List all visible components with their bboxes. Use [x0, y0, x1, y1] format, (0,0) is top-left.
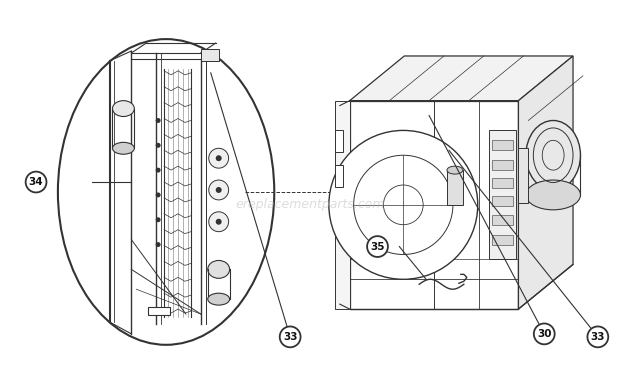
Circle shape: [156, 143, 161, 148]
Circle shape: [534, 323, 555, 344]
Circle shape: [216, 219, 222, 225]
Circle shape: [216, 155, 222, 161]
Text: ereplacementparts.com: ereplacementparts.com: [235, 198, 385, 211]
Circle shape: [209, 212, 229, 232]
FancyBboxPatch shape: [201, 49, 219, 61]
Circle shape: [156, 118, 161, 123]
Ellipse shape: [526, 180, 580, 210]
Circle shape: [216, 187, 222, 193]
Circle shape: [209, 180, 229, 200]
FancyBboxPatch shape: [518, 148, 528, 203]
Text: 33: 33: [283, 332, 298, 342]
Circle shape: [367, 236, 388, 257]
Circle shape: [156, 217, 161, 222]
Text: 34: 34: [29, 177, 43, 187]
Ellipse shape: [112, 101, 135, 116]
Circle shape: [329, 131, 478, 279]
FancyBboxPatch shape: [492, 215, 513, 225]
Ellipse shape: [112, 142, 135, 154]
FancyBboxPatch shape: [335, 101, 350, 309]
FancyBboxPatch shape: [492, 160, 513, 170]
Ellipse shape: [58, 39, 274, 345]
FancyBboxPatch shape: [492, 235, 513, 245]
FancyBboxPatch shape: [492, 140, 513, 150]
Ellipse shape: [208, 293, 229, 305]
Circle shape: [156, 167, 161, 173]
Polygon shape: [350, 101, 518, 309]
Circle shape: [209, 148, 229, 168]
FancyBboxPatch shape: [492, 196, 513, 206]
Ellipse shape: [208, 260, 229, 278]
Polygon shape: [518, 56, 573, 309]
FancyBboxPatch shape: [335, 165, 343, 187]
Text: 35: 35: [370, 242, 385, 251]
FancyBboxPatch shape: [148, 307, 170, 315]
Text: 33: 33: [591, 332, 605, 342]
Ellipse shape: [447, 166, 463, 174]
Text: 30: 30: [537, 329, 552, 339]
FancyBboxPatch shape: [335, 131, 343, 152]
FancyBboxPatch shape: [447, 170, 463, 205]
Circle shape: [280, 326, 301, 347]
Polygon shape: [350, 56, 573, 101]
Circle shape: [25, 172, 46, 192]
Circle shape: [156, 192, 161, 197]
Ellipse shape: [526, 120, 580, 190]
Circle shape: [156, 242, 161, 247]
FancyBboxPatch shape: [489, 131, 516, 260]
Circle shape: [587, 326, 608, 347]
FancyBboxPatch shape: [492, 178, 513, 188]
